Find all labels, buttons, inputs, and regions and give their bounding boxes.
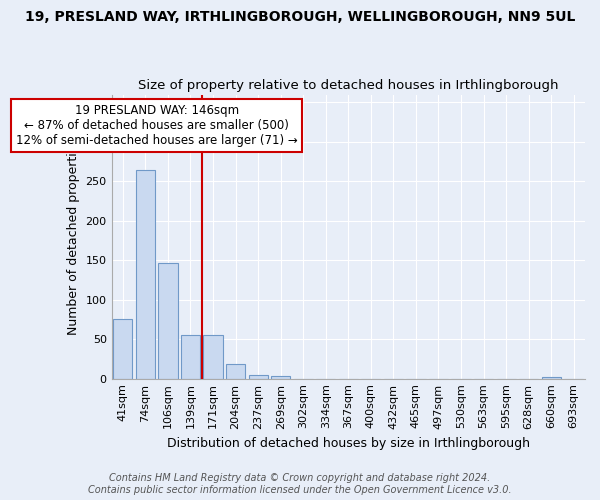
Bar	[136, 170, 155, 378]
Bar	[113, 318, 133, 378]
Bar	[181, 336, 200, 378]
Bar	[271, 376, 290, 378]
Bar	[542, 377, 561, 378]
Y-axis label: Number of detached properties: Number of detached properties	[67, 138, 80, 335]
Bar	[158, 264, 178, 378]
Text: 19 PRESLAND WAY: 146sqm
← 87% of detached houses are smaller (500)
12% of semi-d: 19 PRESLAND WAY: 146sqm ← 87% of detache…	[16, 104, 298, 147]
X-axis label: Distribution of detached houses by size in Irthlingborough: Distribution of detached houses by size …	[167, 437, 530, 450]
Bar	[248, 374, 268, 378]
Bar	[226, 364, 245, 378]
Title: Size of property relative to detached houses in Irthlingborough: Size of property relative to detached ho…	[138, 79, 559, 92]
Text: 19, PRESLAND WAY, IRTHLINGBOROUGH, WELLINGBOROUGH, NN9 5UL: 19, PRESLAND WAY, IRTHLINGBOROUGH, WELLI…	[25, 10, 575, 24]
Bar	[203, 336, 223, 378]
Text: Contains HM Land Registry data © Crown copyright and database right 2024.
Contai: Contains HM Land Registry data © Crown c…	[88, 474, 512, 495]
